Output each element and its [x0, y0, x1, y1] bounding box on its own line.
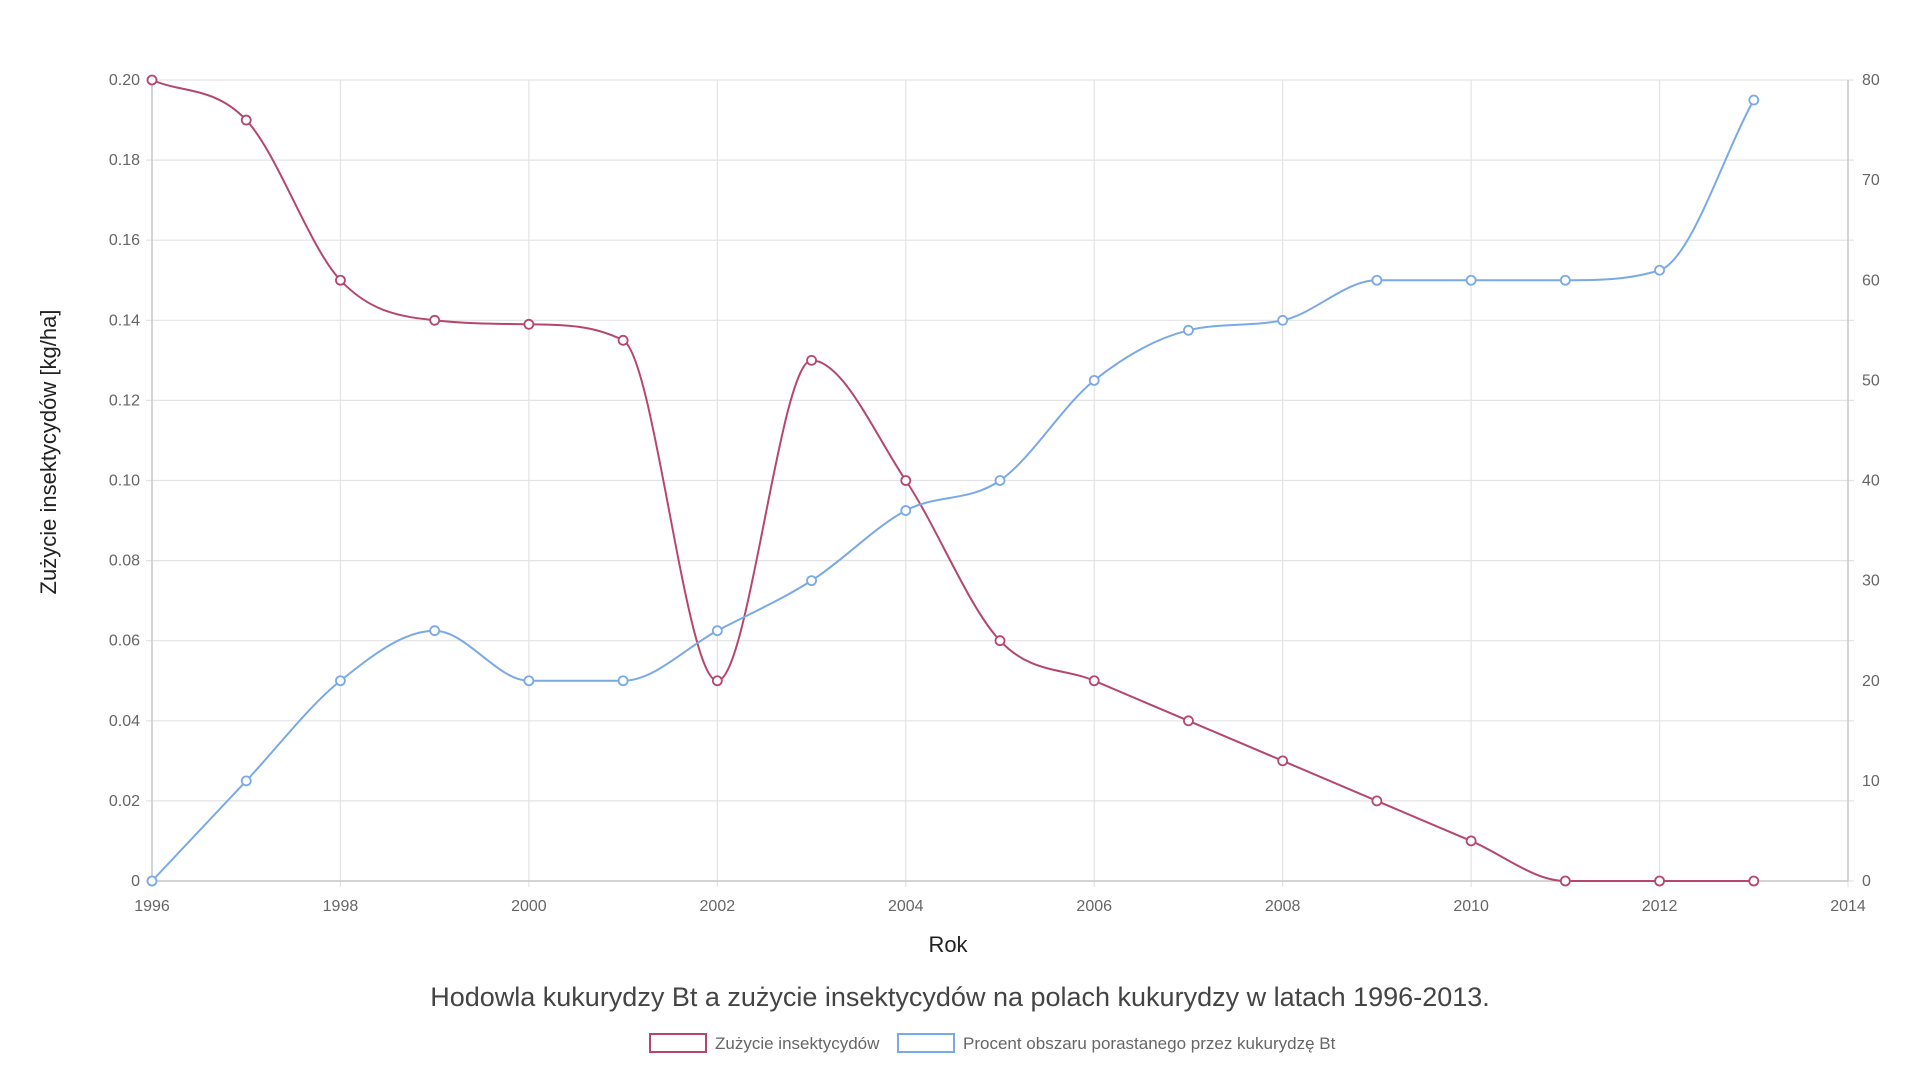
data-point-insecticide[interactable] [617, 334, 629, 346]
x-tick-label: 1998 [323, 898, 359, 915]
data-point-insecticide[interactable] [146, 74, 158, 86]
data-point-bt-corn-area[interactable] [900, 505, 912, 516]
data-point-insecticide[interactable] [1748, 875, 1760, 887]
legend-label-bt-corn-area: Procent obszaru porastanego przez kukury… [963, 1034, 1336, 1053]
y2-tick-label: 70 [1862, 172, 1880, 189]
legend-item-bt-corn-area[interactable]: Procent obszaru porastanego przez kukury… [897, 1033, 1336, 1053]
legend: Zużycie insektycydów Procent obszaru por… [649, 1033, 1336, 1053]
data-point-bt-corn-area[interactable] [1371, 274, 1383, 286]
x-tick-label: 2012 [1642, 898, 1678, 915]
y-tick-label: 0.02 [109, 793, 140, 810]
y2-tick-label: 60 [1862, 272, 1880, 289]
data-point-insecticide[interactable] [1277, 755, 1289, 767]
legend-swatch-bt-corn-area [897, 1033, 955, 1053]
data-point-insecticide[interactable] [711, 675, 723, 687]
y-tick-label: 0.20 [109, 72, 140, 89]
data-point-bt-corn-area[interactable] [1088, 374, 1100, 386]
data-point-bt-corn-area[interactable] [240, 775, 252, 787]
x-tick-label: 2004 [888, 898, 924, 915]
data-point-insecticide[interactable] [1371, 795, 1383, 807]
y-tick-label: 0.04 [109, 713, 140, 730]
data-point-bt-corn-area[interactable] [429, 625, 441, 637]
data-point-bt-corn-area[interactable] [711, 625, 723, 637]
x-tick-label: 2014 [1830, 898, 1866, 915]
data-point-bt-corn-area[interactable] [1277, 314, 1289, 326]
y-tick-label: 0.06 [109, 633, 140, 650]
axes: 1996 1998 2000 2002 2004 2006 2008 2010 2012 2014… [109, 72, 1880, 915]
data-point-insecticide[interactable] [1654, 875, 1665, 887]
data-point-bt-corn-area[interactable] [146, 875, 158, 887]
chart-title: Hodowla kukurydzy Bt a zużycie insektycy… [430, 982, 1490, 1012]
data-point-bt-corn-area[interactable] [806, 575, 817, 587]
data-point-insecticide[interactable] [240, 114, 252, 126]
series-layer [146, 74, 1760, 887]
data-point-insecticide[interactable] [1559, 875, 1571, 887]
data-point-bt-corn-area[interactable] [617, 675, 629, 687]
data-point-insecticide[interactable] [523, 318, 535, 330]
y-tick-label: 0.18 [109, 152, 140, 169]
data-point-insecticide[interactable] [335, 274, 346, 286]
data-point-insecticide[interactable] [429, 314, 441, 326]
data-point-bt-corn-area[interactable] [523, 675, 535, 687]
data-point-bt-corn-area[interactable] [994, 475, 1006, 486]
data-point-bt-corn-area[interactable] [1559, 274, 1571, 286]
x-tick-label: 2010 [1453, 898, 1489, 915]
data-point-insecticide[interactable] [1465, 835, 1477, 847]
y2-tick-label: 0 [1862, 873, 1871, 890]
y2-tick-label: 50 [1862, 372, 1880, 389]
x-tick-label: 1996 [134, 898, 170, 915]
y-tick-label: 0.08 [109, 553, 140, 570]
y2-tick-label: 80 [1862, 72, 1880, 89]
y-tick-label: 0.12 [109, 392, 140, 409]
data-point-bt-corn-area[interactable] [1465, 274, 1477, 286]
x-tick-label: 2008 [1265, 898, 1301, 915]
legend-item-insecticide[interactable]: Zużycie insektycydów [649, 1033, 880, 1053]
data-point-bt-corn-area[interactable] [335, 675, 346, 687]
x-tick-label: 2002 [700, 898, 736, 915]
x-axis-title: Rok [928, 932, 968, 957]
y-tick-label: 0.16 [109, 232, 140, 249]
data-point-bt-corn-area[interactable] [1748, 94, 1760, 106]
legend-label-insecticide: Zużycie insektycydów [715, 1034, 880, 1053]
data-point-insecticide[interactable] [806, 354, 817, 366]
data-point-insecticide[interactable] [1183, 715, 1194, 727]
y-axis-title: Zużycie insektycydów [kg/ha] [36, 310, 61, 595]
y-tick-label: 0.14 [109, 312, 140, 329]
series-line-bt-corn-area [151, 99, 1755, 882]
y2-tick-label: 40 [1862, 473, 1880, 490]
data-point-insecticide[interactable] [994, 635, 1006, 647]
y2-tick-label: 20 [1862, 673, 1880, 690]
data-point-bt-corn-area[interactable] [1183, 324, 1194, 336]
data-point-bt-corn-area[interactable] [1654, 264, 1665, 276]
data-point-insecticide[interactable] [900, 475, 912, 486]
data-point-insecticide[interactable] [1088, 675, 1100, 687]
y2-tick-label: 10 [1862, 773, 1880, 790]
y-tick-label: 0.10 [109, 473, 140, 490]
x-tick-label: 2006 [1076, 898, 1112, 915]
x-tick-label: 2000 [511, 898, 547, 915]
y-tick-label: 0 [131, 873, 140, 890]
y2-tick-label: 30 [1862, 573, 1880, 590]
legend-swatch-insecticide [649, 1033, 707, 1053]
